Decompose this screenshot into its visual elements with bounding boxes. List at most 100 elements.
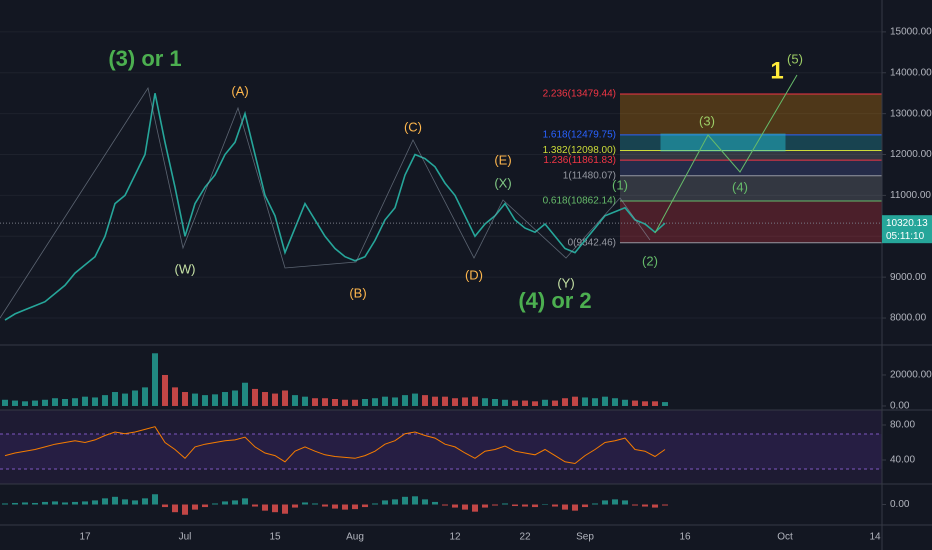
y-tick-label: 20000.00 [890, 370, 932, 381]
wave-label: (5) [787, 51, 803, 66]
volume-bar [452, 398, 458, 406]
wave-label: 1 [770, 57, 783, 84]
volume-bar [282, 390, 288, 406]
macd-bar [252, 504, 258, 507]
volume-bar [332, 398, 338, 406]
volume-bar [182, 392, 188, 406]
macd-bar [182, 504, 188, 515]
y-tick-label: 15000.00 [890, 27, 932, 38]
volume-bar [222, 392, 228, 406]
last-price-box [882, 215, 932, 244]
volume-bar [592, 398, 598, 406]
y-tick-label: 0.00 [890, 401, 910, 412]
volume-bar [82, 396, 88, 406]
wave-label: (C) [404, 119, 422, 134]
volume-bar [12, 400, 18, 406]
fib-band [620, 134, 882, 151]
volume-bar [422, 395, 428, 406]
macd-bar [422, 499, 428, 505]
x-tick-label: 14 [869, 532, 881, 543]
volume-bar [242, 382, 248, 406]
wave-label: (W) [175, 261, 196, 276]
fib-band [620, 201, 882, 243]
macd-bar [52, 501, 58, 505]
macd-bar [242, 498, 248, 505]
x-tick-label: 15 [269, 532, 281, 543]
annotations: (3) or 1 (A) (W) (B) (C) (D) (E) (X) (Y)(4) or 2… [108, 46, 803, 313]
macd-bar [442, 504, 448, 506]
volume-bar [302, 396, 308, 406]
volume-bar [602, 396, 608, 406]
volume-bar [382, 396, 388, 406]
x-tick-label: Jul [179, 532, 192, 543]
last-price-label: 10320.13 [886, 218, 928, 229]
macd-bar [82, 501, 88, 505]
macd-bar [382, 500, 388, 505]
volume-bar [142, 387, 148, 406]
macd-bar [432, 501, 438, 505]
wave-label: (3) or 1 [108, 46, 181, 71]
volume-bar [112, 392, 118, 406]
macd-bar [582, 504, 588, 508]
macd-bar [262, 504, 268, 511]
wave-label: (1) [612, 177, 628, 192]
volume-bar [522, 400, 528, 406]
macd-bar [392, 499, 398, 505]
macd-bar [322, 504, 328, 507]
y-tick-label: 80.00 [890, 420, 915, 431]
volume-bar [552, 400, 558, 406]
macd-bar [302, 502, 308, 505]
macd-bar [102, 498, 108, 505]
macd-bar [512, 504, 518, 507]
volume-bar [582, 397, 588, 406]
volume-bar [322, 398, 328, 406]
volume-bar [542, 399, 548, 406]
volume-bar [32, 400, 38, 406]
macd-bar [482, 504, 488, 508]
fib-label: 1(11480.07) [563, 170, 616, 181]
y-tick-label: 11000.00 [890, 190, 931, 201]
macd-bar [142, 498, 148, 505]
volume-bar [492, 398, 498, 406]
volume-bar [412, 393, 418, 406]
y-tick-label: 14000.00 [890, 67, 932, 78]
volume-bar [622, 399, 628, 406]
volume-bar [292, 395, 298, 406]
y-tick-label: 9000.00 [890, 272, 927, 283]
x-tick-label: 12 [449, 532, 461, 543]
volume-bar [532, 401, 538, 406]
volume-bar [132, 390, 138, 406]
macd-bar [232, 500, 238, 505]
wave-label: (E) [494, 152, 511, 167]
fib-band [620, 175, 882, 202]
volume-bar [342, 399, 348, 406]
volume-bar [572, 396, 578, 406]
wave-label: (2) [642, 253, 658, 268]
macd-bar [222, 501, 228, 505]
volume-bar [432, 396, 438, 406]
volume-bar [512, 400, 518, 406]
volume-bar [162, 374, 168, 406]
volume-bar [392, 397, 398, 406]
rsi-line [4, 426, 666, 465]
grid [0, 31, 882, 319]
macd-bar [572, 504, 578, 511]
volume-bar [122, 393, 128, 406]
volume-bar [52, 398, 58, 406]
volume-bar [662, 402, 668, 406]
wave-projection [654, 74, 798, 234]
fib-label: 0.618(10862.14) [543, 196, 616, 207]
wave-label: (4) [732, 179, 748, 194]
volume-bar [72, 398, 78, 406]
macd-bar [652, 504, 658, 508]
volume-bar [402, 395, 408, 406]
macd-bar [662, 504, 668, 506]
volume-bar [272, 393, 278, 406]
macd-bar [642, 504, 648, 507]
macd-bar [62, 502, 68, 505]
macd-bar [472, 504, 478, 512]
volume-bar [652, 401, 658, 406]
macd-bar [12, 502, 18, 505]
fib-label: 1.236(11861.83) [543, 155, 616, 166]
